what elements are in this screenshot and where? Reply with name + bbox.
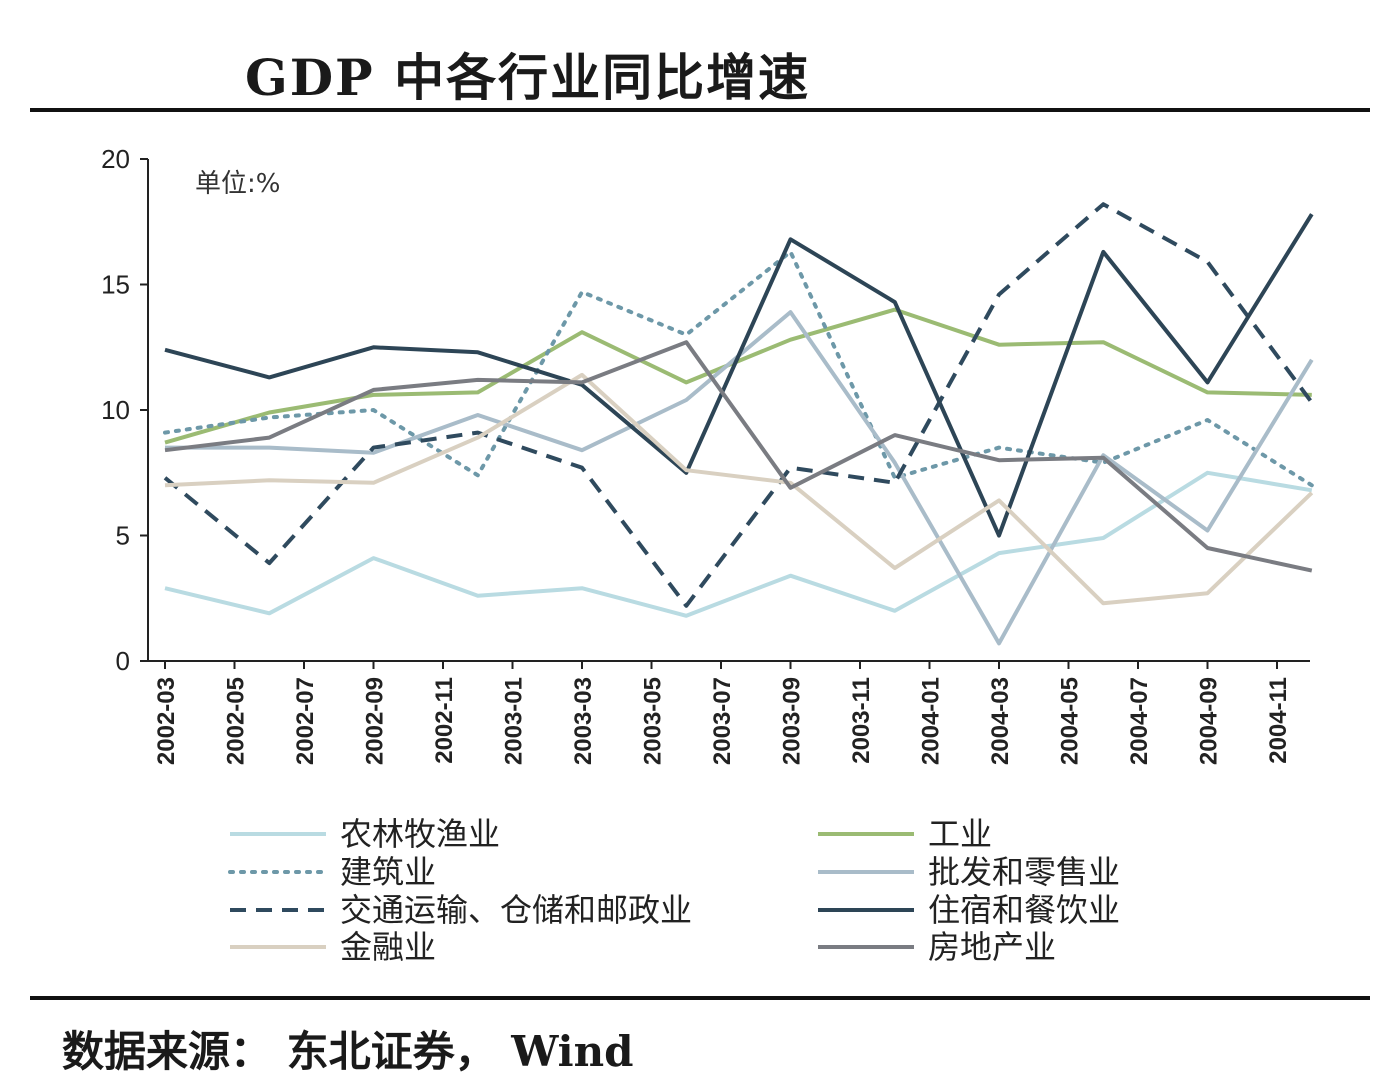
x-tick-label: 2002-05	[223, 677, 250, 765]
x-tick-label: 2003-09	[779, 677, 806, 765]
top-rule	[30, 108, 1370, 112]
x-tick-label: 2004-11	[1265, 677, 1292, 764]
x-tick-label: 2004-07	[1126, 677, 1153, 765]
x-tick-label: 2003-07	[709, 677, 736, 765]
y-tick-label: 5	[116, 521, 130, 551]
legend-label: 房地产业	[928, 928, 1056, 966]
series-line-金融业	[164, 372, 1314, 606]
y-tick-label: 10	[101, 395, 130, 425]
line-chart: 0 5 10 15 20 2002-03 2002-05 2002-07 2002-09 2002…	[101, 144, 1314, 966]
x-tick-label: 2002-07	[292, 677, 319, 765]
unit-label: 单位:%	[195, 169, 280, 199]
y-tick-label: 20	[101, 144, 130, 174]
x-tick-label: 2004-01	[918, 677, 945, 765]
bottom-rule	[30, 996, 1370, 1000]
series-line-住宿和餐饮业	[164, 213, 1314, 538]
legend-label: 住宿和餐饮业	[928, 891, 1120, 929]
x-tick-label: 2003-11	[848, 677, 875, 764]
legend-label: 建筑业	[340, 853, 436, 891]
y-tick-label: 0	[116, 646, 130, 676]
series-line-工业	[164, 307, 1312, 445]
x-tick-label: 2003-01	[501, 677, 528, 765]
series-line-交通运输、仓储和邮政业	[163, 202, 1314, 608]
x-tick-label: 2003-03	[570, 677, 597, 765]
x-tick-label: 2003-05	[640, 677, 667, 765]
series-line-房地产业	[164, 340, 1313, 573]
x-tick-label: 2002-11	[431, 677, 458, 764]
legend-label: 交通运输、仓储和邮政业	[340, 891, 692, 929]
legend-label: 金融业	[340, 928, 436, 966]
x-tick-label: 2004-09	[1196, 677, 1223, 765]
x-tick-label: 2002-09	[362, 677, 389, 765]
series-line-农林牧渔业	[164, 470, 1313, 618]
source-note: 数据来源： 东北证券， Wind	[62, 1027, 634, 1076]
x-tick-label: 2004-03	[987, 677, 1014, 765]
chart-title: GDP 中各行业同比增速	[245, 48, 811, 107]
y-tick-label: 15	[101, 270, 130, 300]
legend-label: 批发和零售业	[928, 853, 1120, 891]
legend-label: 农林牧渔业	[340, 815, 500, 853]
x-tick-label: 2004-05	[1057, 677, 1084, 765]
x-tick-label: 2002-03	[153, 677, 180, 765]
legend-label: 工业	[928, 815, 992, 853]
